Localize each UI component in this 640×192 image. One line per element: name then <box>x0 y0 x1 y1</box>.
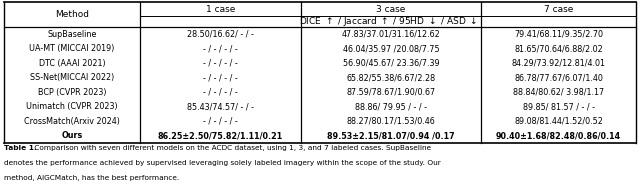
Text: 85.43/74.57/ - / -: 85.43/74.57/ - / - <box>187 102 254 111</box>
Text: Unimatch (CVPR 2023): Unimatch (CVPR 2023) <box>26 102 118 111</box>
Text: 28.50/16.62/ - / -: 28.50/16.62/ - / - <box>187 30 254 39</box>
Text: 84.29/73.92/12.81/4.01: 84.29/73.92/12.81/4.01 <box>511 59 605 68</box>
Text: 89.08/81.44/1.52/0.52: 89.08/81.44/1.52/0.52 <box>514 117 603 126</box>
Text: BCP (CVPR 2023): BCP (CVPR 2023) <box>38 88 106 97</box>
Text: Table 1.: Table 1. <box>4 145 37 151</box>
Text: 86.25±2.50/75.82/1.11/0.21: 86.25±2.50/75.82/1.11/0.21 <box>158 131 283 140</box>
Text: 3 case: 3 case <box>376 4 406 13</box>
Text: 88.27/80.17/1.53/0.46: 88.27/80.17/1.53/0.46 <box>347 117 435 126</box>
Text: Ours: Ours <box>61 131 83 140</box>
Text: 88.84/80.62/ 3.98/1.17: 88.84/80.62/ 3.98/1.17 <box>513 88 604 97</box>
Text: Method: Method <box>55 10 89 19</box>
Text: Comparison with seven different models on the ACDC dataset, using 1, 3, and 7 la: Comparison with seven different models o… <box>32 145 431 151</box>
Text: - / - / - / -: - / - / - / - <box>203 117 238 126</box>
Text: SS-Net(MICCAI 2022): SS-Net(MICCAI 2022) <box>30 73 114 82</box>
Text: SupBaseline: SupBaseline <box>47 30 97 39</box>
Text: method, AIGCMatch, has the best performance.: method, AIGCMatch, has the best performa… <box>4 175 179 181</box>
Text: UA-MT (MICCAI 2019): UA-MT (MICCAI 2019) <box>29 44 115 53</box>
Text: 88.86/ 79.95 / - / -: 88.86/ 79.95 / - / - <box>355 102 427 111</box>
Text: 89.53±2.15/81.07/0.94 /0.17: 89.53±2.15/81.07/0.94 /0.17 <box>327 131 455 140</box>
Text: - / - / - / -: - / - / - / - <box>203 73 238 82</box>
Text: - / - / - / -: - / - / - / - <box>203 88 238 97</box>
Text: 86.78/77.67/6.07/1.40: 86.78/77.67/6.07/1.40 <box>514 73 603 82</box>
Text: 89.85/ 81.57 / - / -: 89.85/ 81.57 / - / - <box>523 102 595 111</box>
Text: 65.82/55.38/6.67/2.28: 65.82/55.38/6.67/2.28 <box>346 73 436 82</box>
Text: 87.59/78.67/1.90/0.67: 87.59/78.67/1.90/0.67 <box>346 88 436 97</box>
Text: denotes the performance achieved by supervised leveraging solely labeled imagery: denotes the performance achieved by supe… <box>4 160 441 166</box>
Text: DICE $\uparrow$ / Jaccard $\uparrow$ / 95HD $\downarrow$ / ASD $\downarrow$: DICE $\uparrow$ / Jaccard $\uparrow$ / 9… <box>299 15 477 28</box>
Text: 7 case: 7 case <box>544 4 573 13</box>
Text: 46.04/35.97 /20.08/7.75: 46.04/35.97 /20.08/7.75 <box>343 44 440 53</box>
Text: DTC (AAAI 2021): DTC (AAAI 2021) <box>38 59 105 68</box>
Text: 81.65/70.64/6.88/2.02: 81.65/70.64/6.88/2.02 <box>514 44 603 53</box>
Text: CrossMatch(Arxiv 2024): CrossMatch(Arxiv 2024) <box>24 117 120 126</box>
Text: - / - / - / -: - / - / - / - <box>203 44 238 53</box>
Text: 1 case: 1 case <box>206 4 235 13</box>
Text: 56.90/45.67/ 23.36/7.39: 56.90/45.67/ 23.36/7.39 <box>343 59 440 68</box>
Text: - / - / - / -: - / - / - / - <box>203 59 238 68</box>
Text: 47.83/37.01/31.16/12.62: 47.83/37.01/31.16/12.62 <box>342 30 440 39</box>
Text: 90.40±1.68/82.48/0.86/0.14: 90.40±1.68/82.48/0.86/0.14 <box>496 131 621 140</box>
Text: 79.41/68.11/9.35/2.70: 79.41/68.11/9.35/2.70 <box>514 30 603 39</box>
